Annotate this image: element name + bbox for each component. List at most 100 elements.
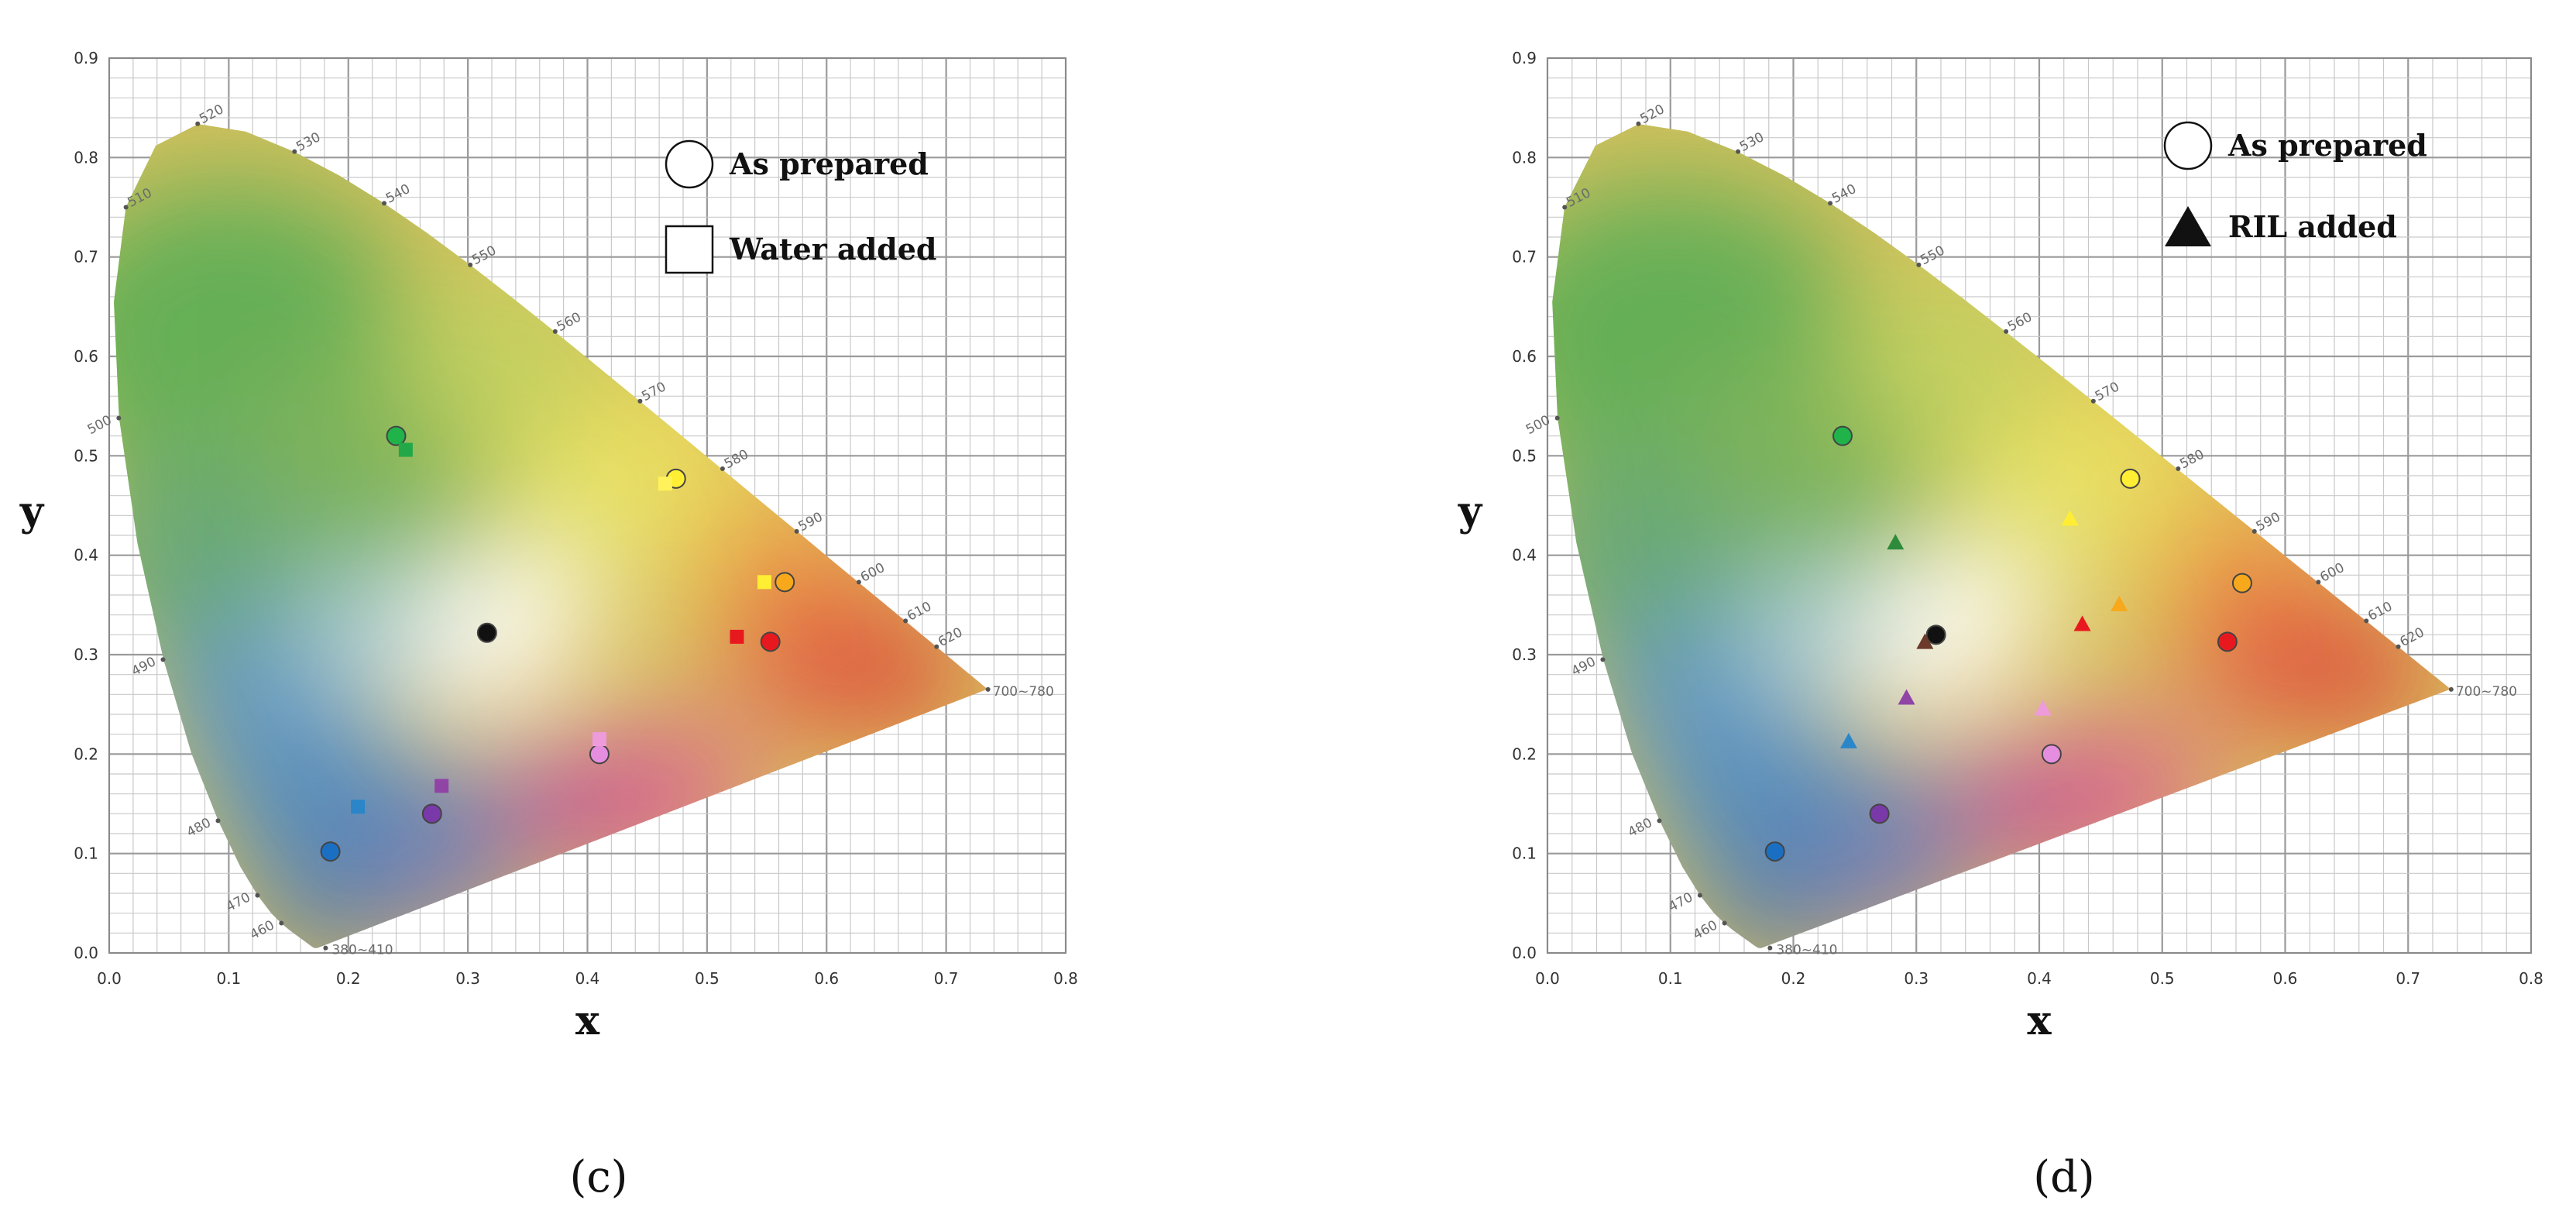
y-tick-labels: 0.0 0.1 0.2 0.3 0.4 0.5 0.6 0.7 0.8 0.9	[74, 49, 98, 962]
y-tick-label: 0.7	[1512, 248, 1537, 267]
y-tick-label: 0.1	[74, 844, 98, 863]
wavelength-label: 530	[294, 129, 323, 155]
point-circle	[421, 803, 442, 824]
wavelength-tick-dot	[934, 644, 939, 649]
wavelength-label: 700~780	[2456, 684, 2517, 700]
data-points	[1764, 425, 2252, 862]
wavelength-tick-dot	[1697, 893, 1702, 898]
x-tick-label: 0.0	[97, 969, 122, 988]
wavelength-label: 610	[2365, 599, 2395, 624]
wavelength-tick-dot	[637, 398, 643, 404]
legend-triangle-icon	[2165, 206, 2211, 246]
point-square	[434, 779, 449, 793]
wavelength-label: 480	[1626, 815, 1655, 841]
chromaticity-gamut	[1552, 124, 2451, 948]
point-triangle	[1898, 689, 1915, 705]
wavelength-label: 560	[2005, 309, 2035, 335]
x-tick-label: 0.5	[695, 969, 720, 988]
wavelength-tick-dot	[2364, 618, 2369, 624]
y-tick-label: 0.3	[74, 645, 98, 664]
legend-circle-icon	[665, 139, 714, 189]
x-tick-label: 0.2	[1781, 969, 1806, 988]
wavelength-tick-dot	[1916, 262, 1922, 267]
y-tick-label: 0.8	[1512, 148, 1537, 167]
plot-frame	[1547, 57, 2532, 954]
point-circle	[775, 572, 795, 593]
wavelength-tick-dot	[2251, 528, 2257, 534]
point-square	[398, 442, 413, 457]
y-tick-label: 0.2	[1512, 745, 1537, 763]
plot-frame	[108, 57, 1066, 954]
chart-c: 380~410460470480490500510520530540550560…	[19, 49, 1078, 1202]
wavelength-tick-dot	[1767, 945, 1773, 951]
wavelength-tick-dot	[382, 201, 387, 206]
wavelength-tick-dot	[794, 528, 799, 534]
wavelength-tick-dot	[1736, 149, 1741, 154]
y-tick-label: 0.0	[74, 944, 98, 962]
y-tick-label: 0.5	[74, 446, 98, 465]
wavelength-tick-dot	[468, 262, 473, 267]
y-axis-label: y	[19, 488, 45, 535]
y-tick-label: 0.1	[1512, 844, 1537, 863]
gamut-color-blob	[492, 435, 683, 595]
wavelength-tick-dot	[2448, 686, 2454, 692]
x-tick-label: 0.0	[1535, 969, 1560, 988]
y-tick-label: 0.6	[74, 347, 98, 366]
wavelength-tick-dot	[2004, 328, 2009, 334]
y-axis-label: y	[1458, 488, 1483, 535]
wavelength-label: 490	[129, 654, 159, 679]
x-tick-label: 0.7	[934, 969, 959, 988]
point-triangle	[2111, 595, 2128, 611]
gamut-color-blob	[420, 614, 540, 714]
x-tick-label: 0.2	[336, 969, 361, 988]
point-circle	[2231, 573, 2252, 593]
point-circle	[1925, 624, 1946, 645]
point-triangle	[2034, 700, 2052, 716]
data-points	[320, 425, 795, 862]
wavelength-label: 570	[2093, 379, 2122, 404]
wavelength-label: 380~410	[331, 943, 393, 958]
y-tick-label: 0.9	[74, 49, 98, 67]
wavelength-tick-dot	[215, 818, 221, 824]
wavelength-label: 490	[1569, 654, 1599, 679]
wavelength-tick-dot	[195, 121, 201, 126]
y-tick-label: 0.0	[1512, 944, 1537, 962]
wavelength-tick-dot	[1657, 818, 1662, 824]
point-triangle	[2073, 615, 2091, 631]
point-triangle	[1916, 633, 1934, 649]
legend: As prepared Water added	[665, 139, 936, 274]
point-circle	[760, 631, 781, 652]
gamut-color-blob	[1941, 435, 2138, 595]
wavelength-label: 540	[1829, 181, 1859, 207]
wavelength-label: 570	[639, 379, 668, 404]
point-circle	[1869, 803, 1890, 824]
wavelength-tick-dot	[2316, 580, 2321, 585]
wavelength-label: 380~410	[1776, 943, 1837, 958]
wavelength-label: 700~780	[993, 684, 1054, 700]
point-circle	[2041, 744, 2062, 765]
y-tick-labels: 0.0 0.1 0.2 0.3 0.4 0.5 0.6 0.7 0.8 0.9	[1512, 49, 1537, 962]
point-circle	[2120, 468, 2141, 489]
wavelength-label: 550	[1918, 242, 1947, 268]
legend-circle-icon	[2163, 121, 2213, 170]
point-circle	[2217, 631, 2238, 652]
y-tick-label: 0.8	[74, 148, 98, 167]
wavelength-tick-dot	[123, 205, 129, 210]
wavelength-tick-dot	[856, 580, 861, 585]
wavelength-tick-dot	[279, 920, 284, 926]
wavelength-label: 530	[1737, 129, 1767, 155]
x-axis-label: x	[2027, 997, 2052, 1044]
wavelength-tick-dot	[1554, 415, 1560, 421]
point-circle	[476, 622, 497, 643]
x-tick-label: 0.5	[2150, 969, 2175, 988]
x-tick-label: 0.3	[1904, 969, 1929, 988]
y-tick-label: 0.4	[74, 546, 98, 565]
wavelength-tick-dot	[1562, 205, 1568, 210]
x-tick-label: 0.6	[2273, 969, 2298, 988]
point-triangle	[1839, 732, 1857, 748]
wavelength-label: 610	[905, 599, 934, 624]
legend-label-water-added: Water added	[729, 232, 936, 267]
point-triangle	[2061, 510, 2079, 526]
